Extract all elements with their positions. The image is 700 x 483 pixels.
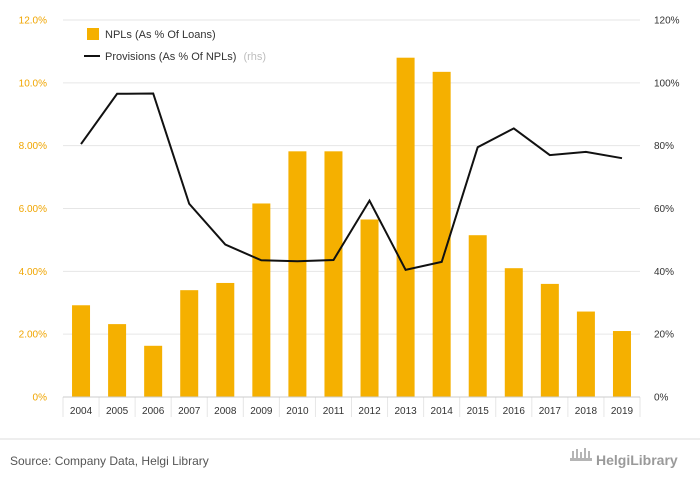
left-tick-label: 12.0% [19, 16, 47, 27]
x-tick-label: 2004 [70, 406, 93, 417]
left-tick-label: 6.00% [19, 204, 47, 215]
npl-bar [288, 151, 307, 397]
right-tick-label: 20% [654, 330, 674, 341]
brand-text: HelgiLibrary [596, 452, 678, 468]
left-tick-label: 4.00% [19, 267, 47, 278]
npl-bar [216, 282, 235, 397]
provisions-line [80, 92, 623, 271]
x-tick-label: 2019 [611, 406, 634, 417]
left-tick-label: 8.00% [19, 141, 47, 152]
npl-bar [396, 57, 415, 397]
left-tick-label: 0% [33, 393, 48, 404]
npl-bar [468, 235, 487, 397]
axes: 0% 0% 2.00% 20% 4.00% 40% 6.00% 60% 8.00% 80% 10.0… [19, 16, 680, 418]
x-tick-label: 2011 [323, 406, 345, 417]
x-tick-label: 2018 [575, 406, 598, 417]
helgi-library-logo: HelgiLibrary [570, 448, 678, 468]
npl-bar [180, 290, 199, 397]
x-tick-label: 2007 [178, 406, 201, 417]
x-tick-label: 2014 [431, 406, 454, 417]
npl-bars [72, 57, 631, 398]
legend-provisions-name: Provisions (As % Of NPLs) [105, 51, 236, 63]
legend-provisions-note: (rhs) [243, 51, 266, 63]
npl-bar [504, 268, 523, 397]
x-tick-label: 2005 [106, 406, 129, 417]
npl-bar [432, 71, 451, 398]
npl-bar [612, 331, 631, 397]
x-tick-label: 2012 [358, 406, 381, 417]
x-tick-label: 2016 [503, 406, 526, 417]
x-tick-label: 2015 [467, 406, 490, 417]
x-tick-label: 2008 [214, 406, 237, 417]
npl-bar [252, 203, 271, 397]
npl-bar [324, 151, 343, 397]
x-tick-label: 2017 [539, 406, 562, 417]
legend: NPLs (As % Of Loans) Provisions (As % Of… [84, 28, 266, 63]
left-tick-label: 2.00% [19, 330, 47, 341]
source-text: Source: Company Data, Helgi Library [10, 454, 209, 468]
x-tick-label: 2010 [286, 406, 309, 417]
npl-bar [576, 311, 595, 397]
provisions-line-group [80, 92, 623, 271]
npl-bar [540, 283, 559, 397]
legend-bar-swatch [87, 28, 99, 40]
right-tick-label: 100% [654, 78, 680, 89]
legend-npl-label: NPLs (As % Of Loans) [105, 29, 216, 41]
x-tick-label: 2006 [142, 406, 165, 417]
right-tick-label: 80% [654, 141, 674, 152]
x-tick-label: 2013 [394, 406, 417, 417]
gridlines [62, 19, 641, 417]
left-tick-label: 10.0% [19, 78, 47, 89]
npl-bar [360, 219, 379, 397]
npl-bar [108, 324, 127, 397]
right-tick-label: 120% [654, 16, 680, 27]
x-tick-label: 2009 [250, 406, 273, 417]
right-tick-label: 60% [654, 204, 674, 215]
legend-provisions-label: Provisions (As % Of NPLs) (rhs) [105, 51, 266, 63]
right-tick-label: 40% [654, 267, 674, 278]
npl-bar [144, 345, 163, 397]
library-icon [570, 448, 592, 461]
npl-bar [72, 305, 91, 397]
right-tick-label: 0% [654, 393, 669, 404]
